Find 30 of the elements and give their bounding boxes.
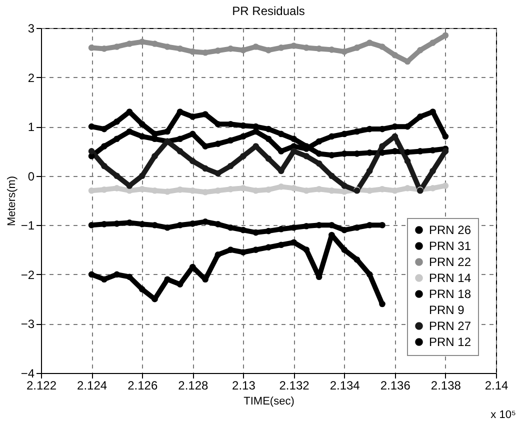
- chart-title: PR Residuals: [232, 4, 305, 18]
- legend-label: PRN 22: [429, 255, 472, 269]
- x-tick-label: 2.136: [380, 378, 411, 392]
- y-tick-label: −2: [20, 268, 35, 282]
- legend-label: PRN 14: [429, 271, 472, 285]
- x-axis-title: TIME(sec): [244, 396, 294, 408]
- x-tick-label: 2.126: [128, 378, 158, 392]
- y-tick-label: −4: [20, 366, 35, 380]
- y-tick-label: 0: [28, 169, 35, 184]
- x-tick-label: 2.132: [279, 378, 310, 392]
- legend-label: PRN 31: [429, 239, 472, 253]
- y-tick-label: 3: [28, 22, 35, 36]
- y-tick-label: −1: [20, 218, 35, 233]
- legend-label: PRN 27: [429, 319, 472, 333]
- legend-label: PRN 12: [429, 335, 472, 349]
- legend-label: PRN 18: [429, 287, 472, 301]
- y-axis-title: Meters(m): [6, 176, 18, 226]
- text: PRN 9: [429, 303, 465, 317]
- x-tick-label: 2.124: [77, 378, 108, 392]
- y-tick-label: −3: [20, 317, 35, 332]
- x-tick-label: 2.122: [26, 378, 57, 392]
- x-tick-label: 2.128: [178, 378, 209, 392]
- y-tick-label: 2: [28, 70, 35, 85]
- y-tick-label: 1: [28, 120, 35, 134]
- legend-label: PRN 26: [429, 223, 472, 237]
- x-tick-label: 2.134: [330, 378, 360, 392]
- x-tick-label: 2.13: [232, 378, 256, 392]
- text: x 10⁵: [490, 409, 516, 421]
- x-tick-label: 2.138: [430, 378, 462, 392]
- x-tick-label: 2.14: [484, 378, 508, 392]
